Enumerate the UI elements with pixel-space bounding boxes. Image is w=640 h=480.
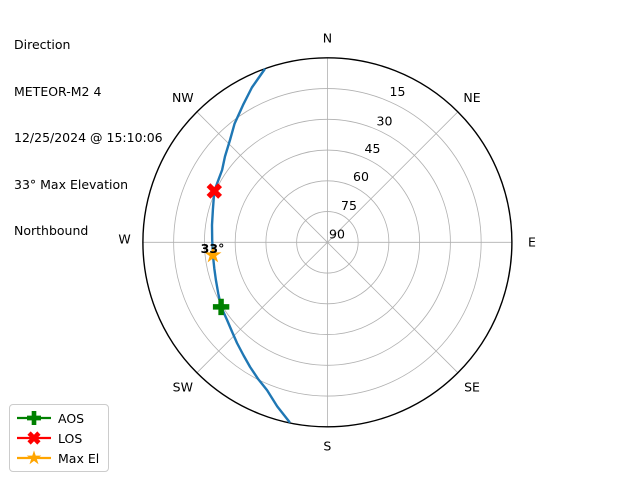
star-glyph — [204, 246, 222, 263]
elevation-tick-60: 60 — [353, 169, 369, 184]
satellite-track — [210, 68, 291, 423]
los-x-icon — [17, 431, 51, 445]
aos-marker — [212, 298, 230, 316]
marker-layer — [204, 183, 230, 316]
max-elevation-annotation: 33° — [201, 241, 225, 256]
x-glyph — [206, 183, 223, 199]
track-layer — [210, 68, 291, 423]
legend-item-max-el: Max El — [15, 448, 99, 468]
legend-item-aos: AOS — [15, 408, 99, 428]
azimuth-spoke-nw — [196, 111, 328, 243]
elevation-tick-15: 15 — [390, 84, 406, 99]
elevation-tick-90: 90 — [329, 227, 345, 242]
aos-plus-icon — [17, 411, 51, 425]
chart-title-block: Direction METEOR-M2 4 12/25/2024 @ 15:10… — [14, 6, 163, 270]
legend-label-los: LOS — [58, 430, 83, 446]
compass-label-e: E — [528, 235, 536, 250]
azimuth-spoke-se — [327, 242, 459, 374]
pass-direction: Northbound — [14, 223, 89, 238]
legend-label-max-el: Max El — [58, 450, 100, 466]
star-glyph — [26, 450, 42, 465]
grid-layer — [142, 57, 513, 428]
plus-glyph — [212, 298, 230, 316]
los-marker — [206, 183, 223, 199]
elevation-tick-75: 75 — [341, 198, 357, 213]
compass-label-se: SE — [464, 379, 480, 394]
max-elevation: 33° Max Elevation — [14, 176, 129, 192]
azimuth-spoke-ne — [327, 111, 459, 243]
legend-glyph-group — [27, 431, 41, 445]
max-el-star-icon — [17, 450, 51, 465]
compass-label-s: S — [323, 439, 331, 454]
plus-glyph — [27, 411, 41, 425]
elevation-tick-30: 30 — [377, 114, 393, 129]
compass-label-sw: SW — [173, 379, 193, 394]
satellite-name: METEOR-M2 4 — [14, 83, 102, 99]
pass-datetime: 12/25/2024 @ 15:10:06 — [14, 130, 163, 145]
legend-glyph-group — [27, 411, 41, 425]
legend-item-los: LOS — [15, 428, 99, 448]
azimuth-spoke-sw — [196, 242, 328, 374]
compass-label-ne: NE — [463, 90, 480, 105]
label-layer: 15 30 45 60 75 90 N NE E SE S SW W NW 33… — [118, 30, 536, 453]
x-glyph — [27, 431, 41, 445]
max-el-marker — [204, 246, 222, 263]
legend-glyph-group — [26, 450, 42, 465]
legend-label-aos: AOS — [58, 410, 85, 426]
chart-title: Direction — [14, 37, 71, 52]
compass-label-w: W — [118, 231, 130, 246]
compass-label-n: N — [323, 30, 332, 45]
horizon-circle — [142, 57, 513, 428]
elevation-tick-45: 45 — [365, 141, 381, 156]
legend: AOS LOS Max El — [9, 404, 110, 472]
compass-label-nw: NW — [172, 90, 194, 105]
